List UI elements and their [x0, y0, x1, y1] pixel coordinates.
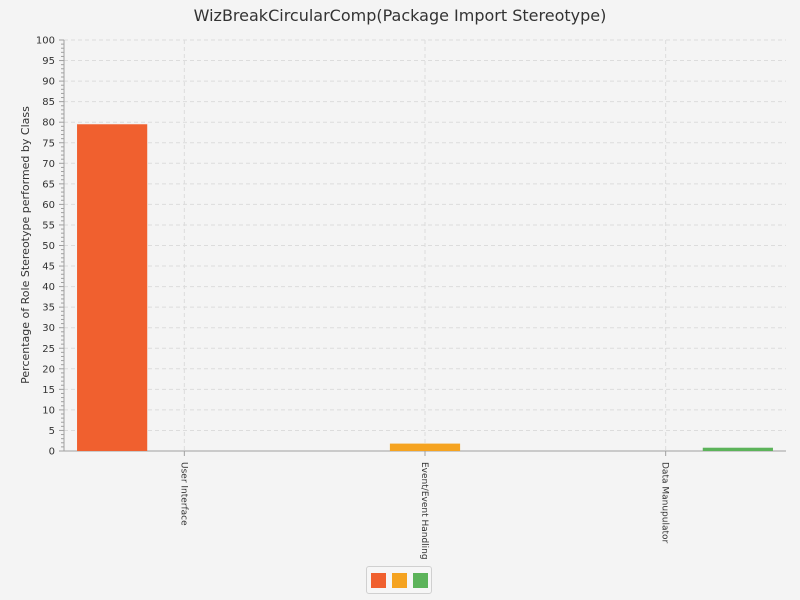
y-tick-label: 75: [42, 138, 55, 149]
y-tick-label: 90: [42, 77, 55, 88]
y-tick-label: 60: [42, 200, 55, 211]
chart-title: WizBreakCircularComp(Package Import Ster…: [193, 6, 607, 25]
y-tick-label: 45: [42, 262, 55, 273]
axis-layer: 0 5 10 15 20 25 30 35 40 45 50 55 60 65 70 75 80 85 90 95 10…: [36, 36, 786, 560]
legend-swatch-1: [371, 573, 386, 588]
bar: [77, 124, 148, 451]
y-tick-label: 95: [42, 56, 55, 67]
y-axis-label: Percentage of Role Stereotype performed …: [19, 106, 32, 384]
y-tick-label: 100: [36, 36, 55, 47]
y-tick-label: 10: [42, 405, 55, 416]
y-tick-label: 55: [42, 220, 55, 231]
bar: [389, 443, 461, 451]
y-tick-label: 30: [42, 323, 55, 334]
y-tick-label: 65: [42, 179, 55, 190]
category-label: Data Manupulator: [660, 462, 670, 544]
y-tick-label: 0: [49, 447, 55, 458]
legend-swatch-2: [392, 573, 407, 588]
grid-layer: [64, 39, 786, 451]
y-tick-label: 15: [42, 385, 55, 396]
legend-swatch-3: [413, 573, 428, 588]
y-tick-label: 40: [42, 282, 55, 293]
category-label: Event/Event Handling: [419, 462, 429, 560]
legend: [366, 566, 432, 594]
y-tick-label: 35: [42, 303, 55, 314]
bar: [702, 447, 773, 451]
y-tick-label: 70: [42, 159, 55, 170]
y-tick-label: 80: [42, 118, 55, 129]
y-tick-label: 20: [42, 364, 55, 375]
bar-layer: [77, 124, 773, 451]
y-tick-label: 50: [42, 241, 55, 252]
category-label: User Interface: [178, 462, 188, 526]
y-tick-label: 25: [42, 344, 55, 355]
y-tick-label: 5: [49, 426, 55, 437]
y-tick-label: 85: [42, 97, 55, 108]
